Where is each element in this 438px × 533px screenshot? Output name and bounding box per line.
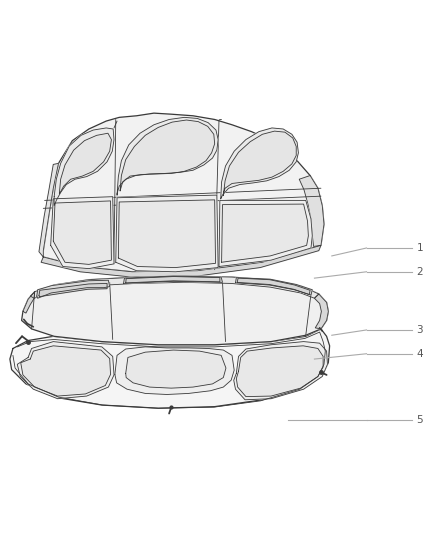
Polygon shape (126, 277, 220, 283)
Polygon shape (60, 133, 111, 193)
Text: 1: 1 (417, 243, 423, 253)
Polygon shape (54, 128, 114, 206)
Text: 5: 5 (417, 415, 423, 425)
Polygon shape (237, 346, 323, 397)
Text: 3: 3 (417, 325, 423, 335)
Polygon shape (314, 294, 328, 329)
Text: 4: 4 (417, 349, 423, 359)
Polygon shape (223, 131, 296, 196)
Polygon shape (21, 276, 328, 345)
Polygon shape (222, 204, 308, 262)
Polygon shape (39, 164, 59, 257)
Polygon shape (30, 276, 319, 298)
Polygon shape (115, 347, 234, 394)
Polygon shape (126, 350, 226, 388)
Polygon shape (23, 292, 35, 313)
Polygon shape (41, 245, 321, 277)
Polygon shape (39, 284, 107, 297)
Polygon shape (37, 280, 110, 298)
Polygon shape (236, 278, 312, 295)
Polygon shape (120, 120, 215, 191)
Text: 2: 2 (417, 267, 423, 277)
Polygon shape (221, 128, 298, 199)
Polygon shape (117, 117, 218, 195)
Polygon shape (234, 342, 328, 400)
Polygon shape (17, 342, 114, 399)
Polygon shape (51, 197, 114, 269)
Polygon shape (299, 175, 324, 246)
Polygon shape (43, 113, 324, 272)
Polygon shape (124, 276, 223, 284)
Polygon shape (10, 329, 330, 408)
Polygon shape (237, 278, 310, 295)
Polygon shape (116, 195, 218, 272)
Polygon shape (219, 200, 312, 266)
Polygon shape (53, 201, 111, 264)
Polygon shape (21, 346, 110, 396)
Polygon shape (118, 200, 215, 268)
